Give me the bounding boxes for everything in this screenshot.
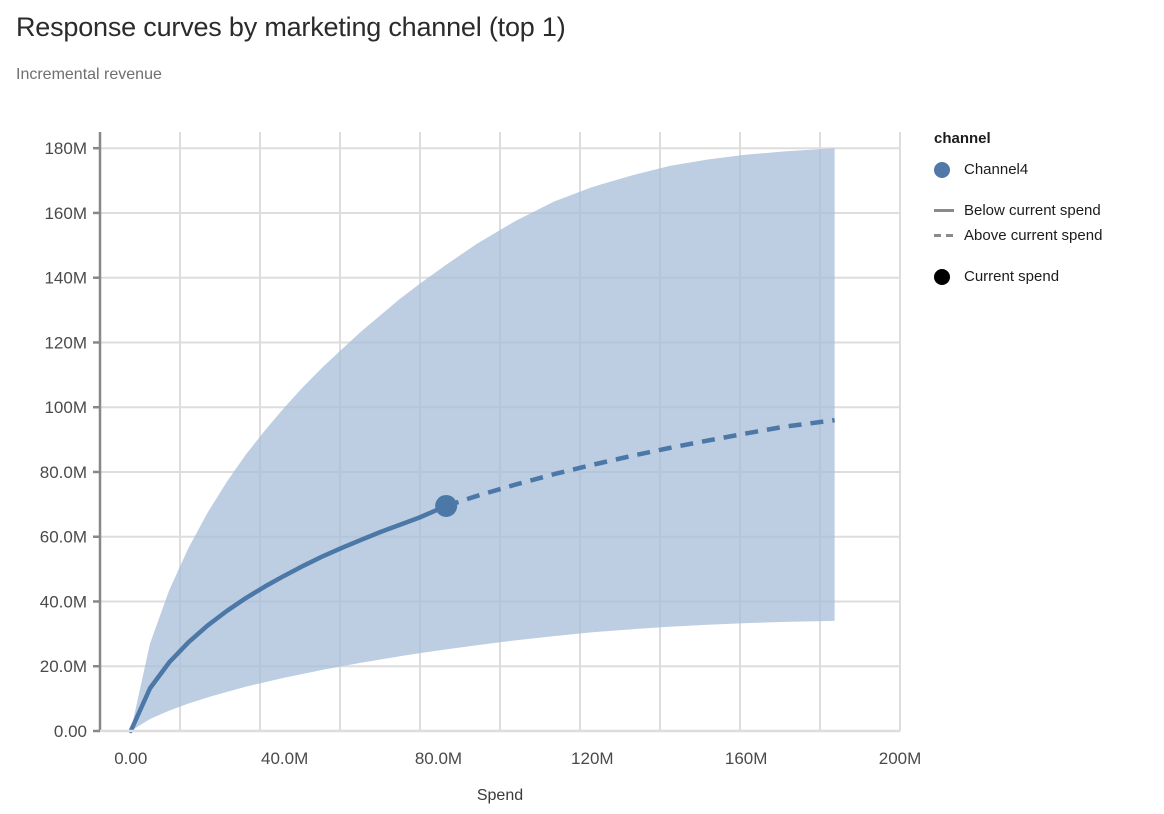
legend-title: channel — [934, 130, 991, 147]
svg-text:160M: 160M — [44, 204, 87, 223]
legend-item-above-current-spend[interactable]: Above current spend — [934, 224, 1164, 247]
svg-text:20.0M: 20.0M — [40, 657, 87, 676]
axes — [98, 132, 900, 733]
dashed-line-icon — [934, 234, 964, 237]
legend-item-label: Below current spend — [964, 202, 1101, 219]
chart-subtitle: Incremental revenue — [16, 66, 162, 83]
svg-text:80.0M: 80.0M — [40, 463, 87, 482]
svg-text:0.00: 0.00 — [54, 722, 87, 741]
uncertainty-band — [130, 148, 835, 731]
legend-item-channel4[interactable]: Channel4 — [934, 158, 1164, 181]
current-spend-marker[interactable] — [435, 494, 458, 517]
svg-text:80.0M: 80.0M — [415, 749, 462, 768]
legend-item-current-spend[interactable]: Current spend — [934, 265, 1164, 288]
svg-text:100M: 100M — [44, 398, 87, 417]
legend-spacer — [934, 183, 1164, 199]
response-curve — [128, 417, 835, 734]
legend-item-label: Channel4 — [964, 161, 1029, 178]
svg-text:40.0M: 40.0M — [40, 592, 87, 611]
axis-ticks: 0.00 20.0M 40.0M 60.0M 80.0M 100M 120M 140M 160M… — [40, 139, 922, 768]
chart-title: Response curves by marketing channel (to… — [16, 12, 566, 42]
solid-line-icon — [934, 209, 964, 212]
legend-item-label: Current spend — [964, 268, 1060, 285]
legend-item-label: Above current spend — [964, 227, 1103, 244]
svg-text:160M: 160M — [725, 749, 768, 768]
svg-text:60.0M: 60.0M — [40, 528, 87, 547]
filled-circle-icon — [934, 161, 964, 178]
svg-text:140M: 140M — [44, 269, 87, 288]
legend: channel Channel4 Below current spend Abo… — [934, 130, 1164, 290]
svg-text:Spend: Spend — [477, 787, 523, 804]
axis-titles: Spend — [477, 787, 523, 804]
svg-text:120M: 120M — [44, 333, 87, 352]
legend-spacer — [934, 249, 1164, 265]
svg-text:180M: 180M — [44, 139, 87, 158]
svg-text:0.00: 0.00 — [114, 749, 147, 768]
svg-text:120M: 120M — [571, 749, 614, 768]
svg-text:40.0M: 40.0M — [261, 749, 308, 768]
svg-text:200M: 200M — [879, 749, 922, 768]
filled-circle-icon — [934, 268, 964, 285]
legend-item-below-current-spend[interactable]: Below current spend — [934, 199, 1164, 222]
